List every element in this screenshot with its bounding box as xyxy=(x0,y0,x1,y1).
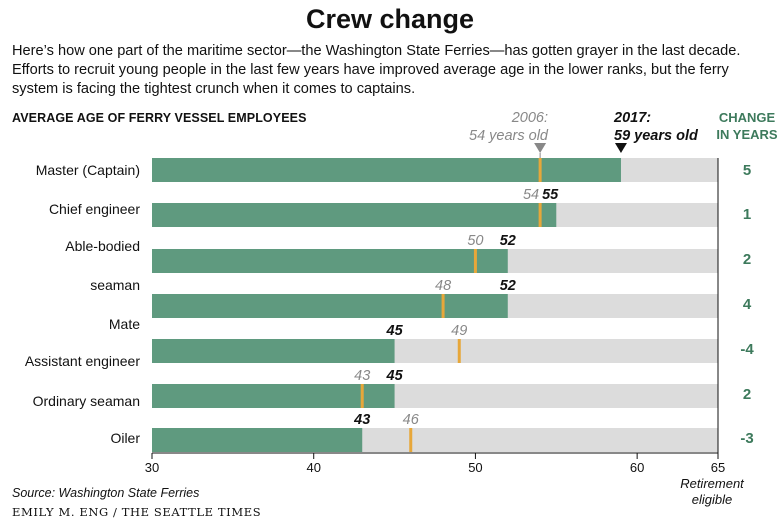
marker-2006 xyxy=(409,428,413,452)
value-label-2006: 48 xyxy=(435,278,451,294)
value-label-2017: 52 xyxy=(500,233,516,249)
marker-2006 xyxy=(441,294,445,318)
change-value: 2 xyxy=(743,386,751,403)
legend-2017-line2: 59 years old xyxy=(614,128,699,144)
value-label-2017: 43 xyxy=(353,412,370,428)
category-label: Mate xyxy=(109,316,140,332)
value-label-2006: 43 xyxy=(354,368,370,384)
legend-2017-line1: 2017: xyxy=(613,110,651,126)
value-label-2017: 45 xyxy=(386,368,404,384)
bar-2017 xyxy=(152,384,395,408)
marker-2006 xyxy=(360,384,364,408)
change-header-line1: CHANGE xyxy=(719,110,776,125)
change-value: 4 xyxy=(743,296,752,313)
value-label-2017: 55 xyxy=(542,187,559,203)
x-tick-label: 40 xyxy=(306,460,320,475)
pointer-2006-icon xyxy=(534,143,547,153)
category-label: seaman xyxy=(90,277,140,293)
x-tick-label: 30 xyxy=(145,460,159,475)
bar-2017 xyxy=(152,294,508,318)
bar-2017 xyxy=(152,158,621,182)
value-label-2006: 50 xyxy=(467,233,483,249)
category-label: Assistant engineer xyxy=(25,353,141,369)
value-label-2017: 52 xyxy=(500,278,516,294)
marker-2006 xyxy=(473,249,477,273)
x-tick-label: 50 xyxy=(468,460,482,475)
retirement-label-line2: eligible xyxy=(692,492,732,507)
bar-2017 xyxy=(152,249,508,273)
category-label: Ordinary seaman xyxy=(33,393,140,409)
bar-2017 xyxy=(152,203,557,227)
value-label-2006: 46 xyxy=(403,412,420,428)
x-tick-label: 60 xyxy=(630,460,644,475)
value-label-2017: 45 xyxy=(386,323,404,339)
change-value: 1 xyxy=(743,206,751,223)
section-label: AVERAGE AGE OF FERRY VESSEL EMPLOYEES xyxy=(12,111,307,125)
category-label: Master (Captain) xyxy=(36,162,140,178)
chart-subtitle: Here’s how one part of the maritime sect… xyxy=(12,43,741,97)
bar-2017 xyxy=(152,428,363,452)
marker-2006 xyxy=(538,203,542,227)
value-label-2006: 54 xyxy=(523,187,539,203)
category-label: Able-bodied xyxy=(65,238,140,254)
category-label: Chief engineer xyxy=(49,201,140,217)
credit-line: EMILY M. ENG / THE SEATTLE TIMES xyxy=(12,505,262,519)
category-label: Oiler xyxy=(110,430,140,446)
value-label-2006: 49 xyxy=(451,323,467,339)
marker-2006 xyxy=(457,339,461,363)
change-value: 2 xyxy=(743,251,751,268)
legend-2006-line2: 54 years old xyxy=(469,128,549,144)
change-value: 5 xyxy=(743,162,751,179)
bar-2017 xyxy=(152,339,395,363)
retirement-label-line1: Retirement xyxy=(680,476,745,491)
change-header-line2: IN YEARS xyxy=(716,127,777,142)
x-tick-label: 65 xyxy=(711,460,725,475)
change-value: -3 xyxy=(740,430,753,447)
source-note: Source: Washington State Ferries xyxy=(12,486,200,500)
change-value: -4 xyxy=(740,341,754,358)
pointer-2017-icon xyxy=(614,143,627,153)
marker-2006 xyxy=(538,158,542,182)
legend-2006-line1: 2006: xyxy=(511,110,548,126)
chart-title: Crew change xyxy=(305,4,475,34)
